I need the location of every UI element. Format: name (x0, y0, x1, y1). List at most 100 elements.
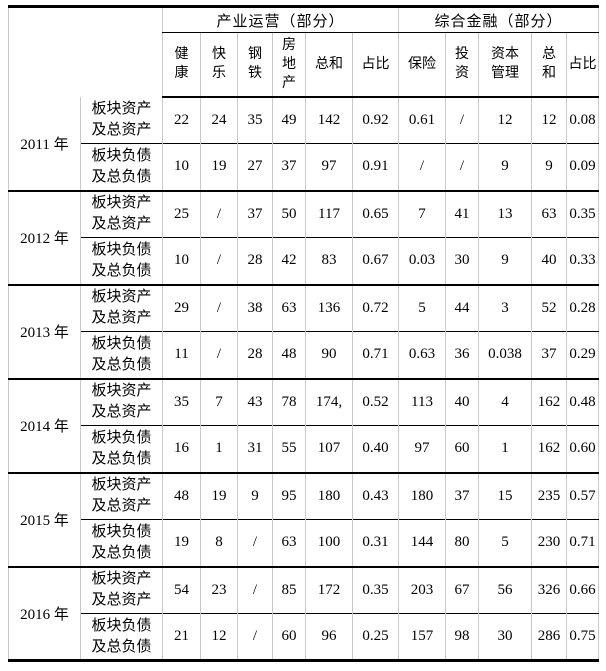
group-header-comprehensive-finance: 综合金融（部分） (398, 6, 599, 33)
data-cell-liabilities-health: 10 (162, 143, 201, 191)
data-cell-assets-steel: 38 (237, 283, 273, 332)
data-cell-assets-health: 35 (162, 377, 201, 426)
data-cell-assets-investment: 37 (445, 471, 479, 520)
data-cell-assets-capital-management: 12 (478, 96, 532, 144)
col-header-ratio-industry: 占比 (351, 32, 399, 98)
col-header-happiness: 快 乐 (200, 32, 238, 98)
data-cell-liabilities-ratio-finance: 0.09 (566, 143, 599, 191)
row-label-assets: 板块资产 及总资产 (80, 96, 163, 144)
year-cell: 2014 年 (8, 377, 81, 473)
data-cell-liabilities-real-estate: 55 (272, 425, 306, 473)
data-cell-assets-insurance: 180 (398, 471, 446, 520)
row-label-assets: 板块资产 及总资产 (80, 189, 163, 238)
data-cell-liabilities-ratio-finance: 0.60 (566, 425, 599, 473)
data-cell-liabilities-sum-finance: 230 (531, 519, 567, 567)
data-cell-assets-sum-finance: 52 (531, 283, 567, 332)
row-label-liabilities: 板块负债 及总负债 (80, 519, 163, 567)
data-cell-liabilities-insurance: 0.03 (398, 237, 446, 285)
year-cell: 2013 年 (8, 283, 81, 379)
data-cell-liabilities-insurance: 157 (398, 613, 446, 661)
data-cell-liabilities-steel: 31 (237, 425, 273, 473)
data-cell-assets-steel: 35 (237, 96, 273, 144)
data-cell-assets-investment: 40 (445, 377, 479, 426)
data-cell-assets-insurance: 203 (398, 565, 446, 614)
data-cell-assets-ratio-industry: 0.72 (351, 283, 399, 332)
row-label-assets: 板块资产 及总资产 (80, 471, 163, 520)
data-cell-assets-real-estate: 85 (272, 565, 306, 614)
data-cell-assets-ratio-finance: 0.35 (566, 189, 599, 238)
data-cell-assets-ratio-finance: 0.08 (566, 96, 599, 144)
data-cell-assets-ratio-industry: 0.92 (351, 96, 399, 144)
data-cell-assets-health: 54 (162, 565, 201, 614)
data-cell-liabilities-real-estate: 37 (272, 143, 306, 191)
data-cell-assets-ratio-finance: 0.48 (566, 377, 599, 426)
row-label-liabilities: 板块负债 及总负债 (80, 425, 163, 473)
data-cell-assets-sum-finance: 63 (531, 189, 567, 238)
col-header-sum-industry: 总和 (305, 32, 353, 98)
data-cell-assets-real-estate: 49 (272, 96, 306, 144)
data-cell-assets-ratio-finance: 0.66 (566, 565, 599, 614)
corner-cell (9, 7, 163, 97)
data-cell-assets-happiness: 7 (200, 377, 238, 426)
data-cell-assets-real-estate: 78 (272, 377, 306, 426)
data-cell-liabilities-sum-finance: 37 (531, 331, 567, 379)
data-cell-assets-real-estate: 50 (272, 189, 306, 238)
data-cell-assets-ratio-finance: 0.28 (566, 283, 599, 332)
row-label-liabilities: 板块负债 及总负债 (80, 237, 163, 285)
row-label-liabilities: 板块负债 及总负债 (80, 613, 163, 661)
data-cell-liabilities-ratio-finance: 0.75 (566, 613, 599, 661)
group-header-industry-operations: 产业运营（部分） (161, 6, 399, 33)
row-label-assets: 板块资产 及总资产 (80, 565, 163, 614)
data-cell-assets-steel: / (237, 565, 273, 614)
data-cell-assets-happiness: / (200, 189, 238, 238)
data-cell-liabilities-happiness: 1 (200, 425, 238, 473)
data-cell-assets-sum-industry: 180 (305, 471, 353, 520)
data-cell-liabilities-sum-finance: 162 (531, 425, 567, 473)
data-cell-assets-sum-finance: 235 (531, 471, 567, 520)
data-cell-liabilities-health: 19 (162, 519, 201, 567)
data-cell-liabilities-sum-industry: 100 (305, 519, 353, 567)
data-cell-assets-investment: / (445, 96, 479, 144)
data-cell-liabilities-sum-finance: 286 (531, 613, 567, 661)
data-cell-assets-insurance: 7 (398, 189, 446, 238)
data-cell-liabilities-investment: 98 (445, 613, 479, 661)
data-cell-liabilities-happiness: 19 (200, 143, 238, 191)
data-cell-assets-sum-finance: 12 (531, 96, 567, 144)
data-cell-liabilities-steel: / (237, 519, 273, 567)
data-cell-liabilities-happiness: 12 (200, 613, 238, 661)
data-cell-liabilities-ratio-industry: 0.71 (351, 331, 399, 379)
year-cell: 2011 年 (20, 136, 69, 153)
data-cell-assets-insurance: 5 (398, 283, 446, 332)
data-cell-liabilities-happiness: / (200, 331, 238, 379)
data-cell-assets-capital-management: 56 (478, 565, 532, 614)
data-cell-liabilities-real-estate: 48 (272, 331, 306, 379)
data-cell-assets-capital-management: 3 (478, 283, 532, 332)
data-cell-liabilities-insurance: 97 (398, 425, 446, 473)
year-cell: 2015 年 (8, 471, 81, 567)
data-cell-assets-health: 48 (162, 471, 201, 520)
data-cell-liabilities-steel: / (237, 613, 273, 661)
col-header-capital-management: 资本 管理 (478, 32, 532, 98)
segment-finance-table: 产业运营（部分） 综合金融（部分） 健 康 快 乐 钢 铁 房 地 产 总和 占… (8, 5, 600, 662)
data-cell-liabilities-ratio-industry: 0.25 (351, 613, 399, 661)
data-cell-assets-capital-management: 15 (478, 471, 532, 520)
data-cell-liabilities-happiness: 8 (200, 519, 238, 567)
data-cell-liabilities-sum-industry: 90 (305, 331, 353, 379)
data-cell-liabilities-sum-finance: 9 (531, 143, 567, 191)
data-cell-liabilities-investment: 60 (445, 425, 479, 473)
data-cell-liabilities-steel: 27 (237, 143, 273, 191)
data-cell-assets-happiness: 24 (200, 96, 238, 144)
data-cell-liabilities-steel: 28 (237, 331, 273, 379)
data-cell-assets-ratio-industry: 0.65 (351, 189, 399, 238)
data-cell-liabilities-investment: 80 (445, 519, 479, 567)
data-cell-liabilities-capital-management: 9 (478, 143, 532, 191)
data-cell-liabilities-health: 21 (162, 613, 201, 661)
data-cell-assets-insurance: 113 (398, 377, 446, 426)
data-cell-liabilities-capital-management: 9 (478, 237, 532, 285)
row-label-assets: 板块资产 及总资产 (80, 377, 163, 426)
data-cell-assets-steel: 37 (237, 189, 273, 238)
data-cell-liabilities-sum-industry: 96 (305, 613, 353, 661)
data-cell-assets-happiness: / (200, 283, 238, 332)
data-cell-liabilities-health: 10 (162, 237, 201, 285)
